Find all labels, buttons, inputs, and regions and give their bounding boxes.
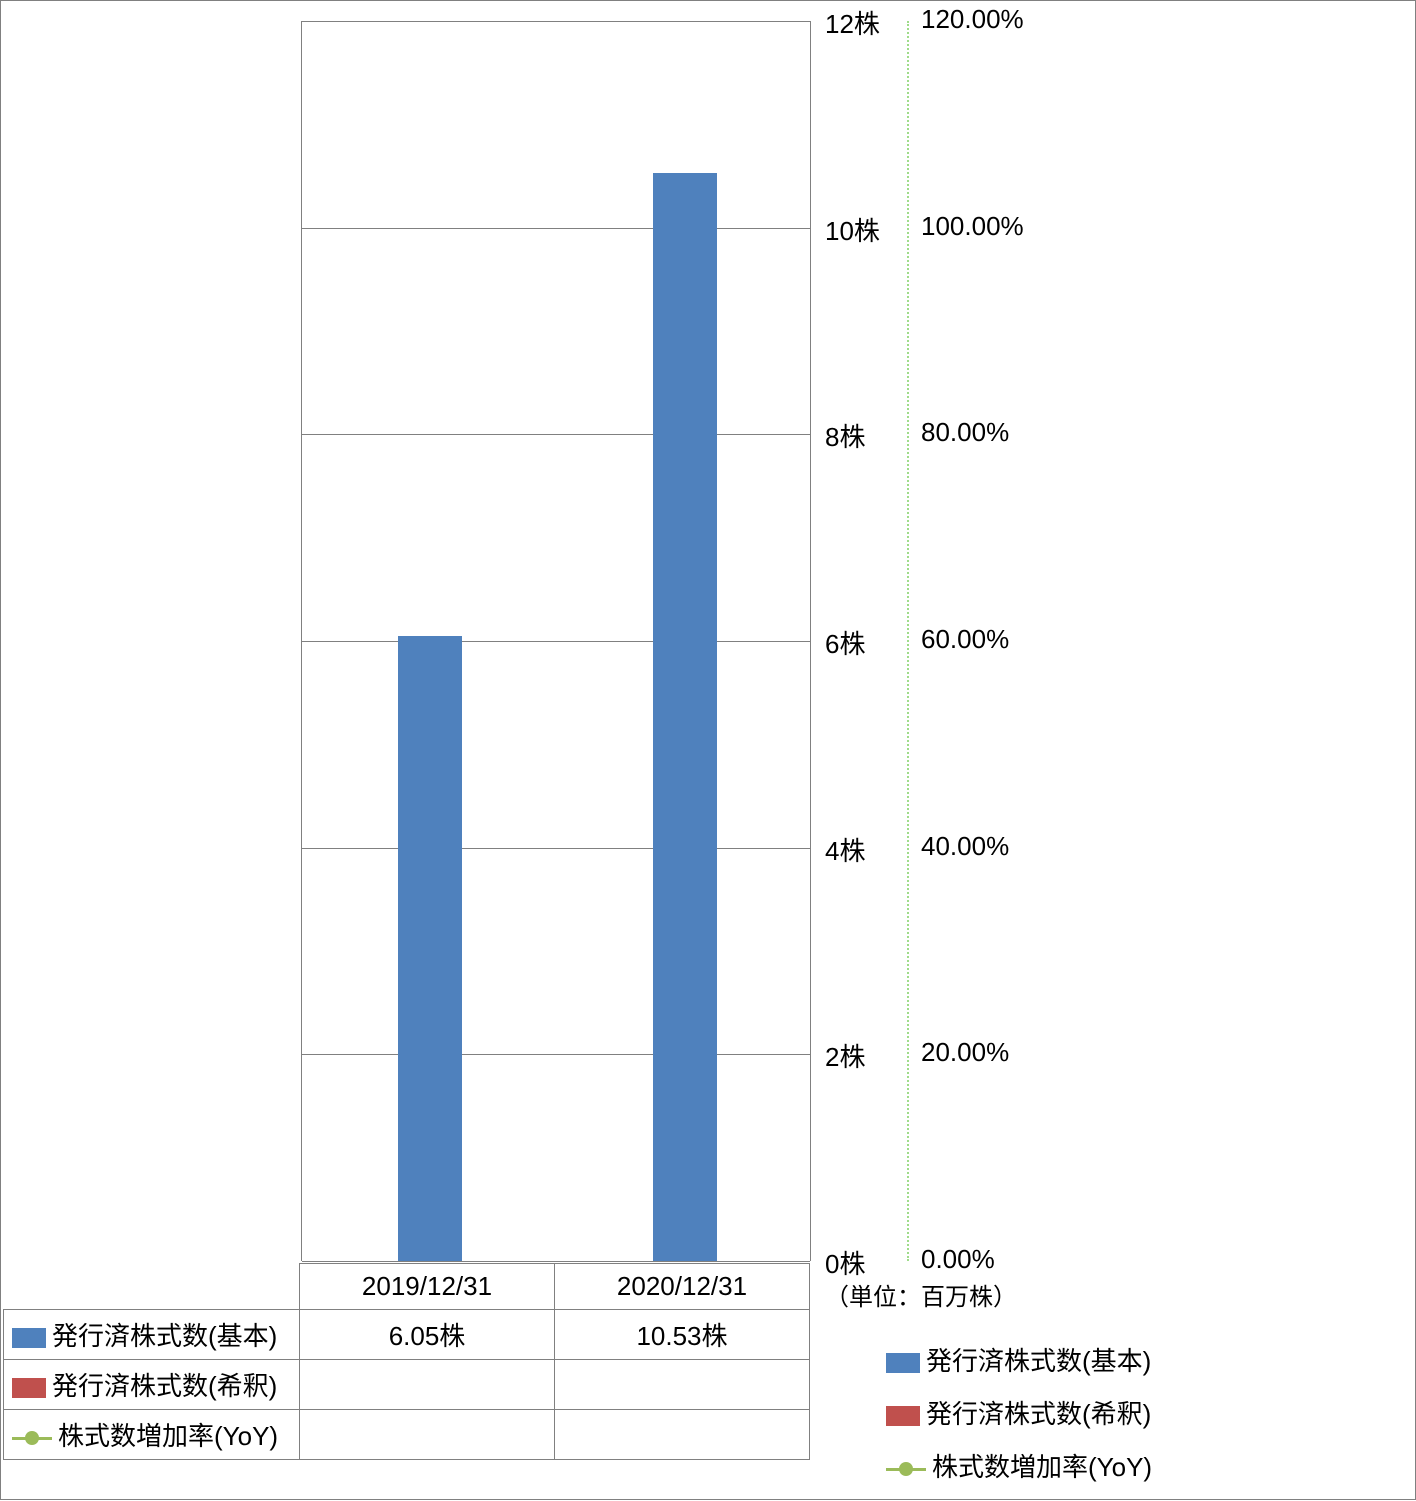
- color-swatch-icon: [886, 1353, 920, 1373]
- table-row: 発行済株式数(基本) 6.05株10.53株: [4, 1310, 810, 1360]
- table-row: 株式数増加率(YoY): [4, 1410, 810, 1460]
- gridline: [302, 434, 810, 435]
- secondary-axis-line: [907, 21, 909, 1261]
- primary-axis-tick: 6株: [825, 624, 865, 661]
- secondary-axis-tick: 20.00%: [921, 1037, 1009, 1068]
- secondary-axis-tick: 60.00%: [921, 624, 1009, 655]
- series-label: 株式数増加率(YoY): [58, 1421, 278, 1451]
- line-marker-icon: [886, 1459, 926, 1479]
- primary-axis-tick: 0株: [825, 1244, 865, 1281]
- line-marker-icon: [12, 1428, 52, 1448]
- legend-label: 発行済株式数(希釈): [926, 1399, 1151, 1429]
- table-row-header: 発行済株式数(基本): [4, 1310, 300, 1360]
- secondary-axis-tick: 40.00%: [921, 831, 1009, 862]
- secondary-axis-tick: 0.00%: [921, 1244, 995, 1275]
- table-cell: [555, 1410, 810, 1460]
- series-label: 発行済株式数(希釈): [52, 1371, 277, 1401]
- color-swatch-icon: [886, 1406, 920, 1426]
- gridline: [302, 848, 810, 849]
- secondary-axis-tick: 120.00%: [921, 4, 1024, 35]
- primary-axis-tick: 4株: [825, 831, 865, 868]
- table-cell: [300, 1360, 555, 1410]
- color-swatch-icon: [12, 1378, 46, 1398]
- primary-axis-tick: 10株: [825, 211, 880, 248]
- table-cell: [555, 1360, 810, 1410]
- unit-label: （単位：百万株）: [825, 1277, 1017, 1312]
- color-swatch-icon: [12, 1328, 46, 1348]
- gridline: [302, 1054, 810, 1055]
- gridline: [302, 228, 810, 229]
- legend-label: 発行済株式数(基本): [926, 1346, 1151, 1376]
- legend-item: 発行済株式数(基本): [886, 1341, 1152, 1378]
- chart-stage: （単位：百万株） 2019/12/312020/12/31 発行済株式数(基本) 6…: [1, 1, 1416, 1501]
- primary-axis-tick: 8株: [825, 417, 865, 454]
- table-row-header: 発行済株式数(希釈): [4, 1360, 300, 1410]
- table-cell: 6.05株: [300, 1310, 555, 1360]
- legend-label: 株式数増加率(YoY): [932, 1452, 1152, 1482]
- data-table: 2019/12/312020/12/31 発行済株式数(基本) 6.05株10.53…: [3, 1263, 810, 1460]
- legend: 発行済株式数(基本) 発行済株式数(希釈) 株式数増加率(YoY): [886, 1341, 1152, 1500]
- legend-item: 発行済株式数(希釈): [886, 1394, 1152, 1431]
- table-corner-cell: [4, 1264, 300, 1310]
- table-row-header: 株式数増加率(YoY): [4, 1410, 300, 1460]
- gridline: [302, 641, 810, 642]
- chart-outer-frame: （単位：百万株） 2019/12/312020/12/31 発行済株式数(基本) 6…: [0, 0, 1416, 1500]
- primary-axis-tick: 2株: [825, 1037, 865, 1074]
- series-label: 発行済株式数(基本): [52, 1321, 277, 1351]
- secondary-axis-tick: 80.00%: [921, 417, 1009, 448]
- table-category-header: 2020/12/31: [555, 1264, 810, 1310]
- primary-axis-tick: 12株: [825, 4, 880, 41]
- gridline: [302, 21, 810, 22]
- table-cell: [300, 1410, 555, 1460]
- gridline: [302, 1261, 810, 1262]
- table-cell: 10.53株: [555, 1310, 810, 1360]
- table-row: 発行済株式数(希釈): [4, 1360, 810, 1410]
- secondary-axis-tick: 100.00%: [921, 211, 1024, 242]
- bar-basic: [398, 636, 462, 1261]
- legend-item: 株式数増加率(YoY): [886, 1447, 1152, 1484]
- table-category-header: 2019/12/31: [300, 1264, 555, 1310]
- plot-area: [301, 21, 811, 1261]
- bar-basic: [653, 173, 717, 1261]
